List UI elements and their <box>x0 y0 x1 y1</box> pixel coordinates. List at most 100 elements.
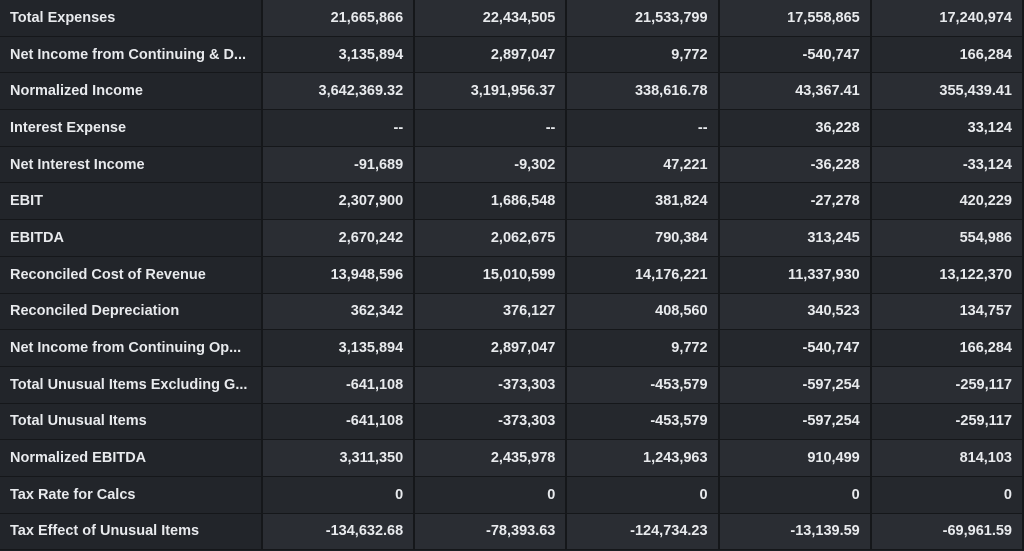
cell-value: -9,302 <box>414 146 568 184</box>
cell-value: 2,435,978 <box>414 439 568 477</box>
row-label: Interest Expense <box>0 109 263 147</box>
cell-value: 3,642,369.32 <box>262 72 416 111</box>
table-row: Tax Effect of Unusual Items -134,632.68 -7… <box>0 513 1024 551</box>
cell-value: 0 <box>566 476 720 514</box>
row-label: Normalized EBITDA <box>0 439 263 477</box>
cell-value: 3,311,350 <box>262 439 416 477</box>
table-row: Reconciled Depreciation 362,342 376,127 408… <box>0 293 1024 331</box>
cell-value: 134,757 <box>870 293 1024 331</box>
cell-value: -- <box>262 109 416 147</box>
row-label: EBIT <box>0 182 263 221</box>
cell-value: 11,337,930 <box>718 256 872 294</box>
row-label: Net Income from Continuing & D... <box>0 36 263 74</box>
row-label: Total Expenses <box>0 0 263 37</box>
row-label: Normalized Income <box>0 72 263 111</box>
cell-value: 2,307,900 <box>262 182 416 221</box>
table-row: Net Income from Continuing Op... 3,135,89… <box>0 329 1024 367</box>
cell-value: 3,135,894 <box>262 329 416 367</box>
row-label: Tax Rate for Calcs <box>0 476 263 514</box>
row-label: EBITDA <box>0 219 263 257</box>
cell-value: 420,229 <box>870 182 1024 221</box>
cell-value: -597,254 <box>718 366 872 404</box>
table-row: EBIT 2,307,900 1,686,548 381,824 -27,278 420,… <box>0 182 1024 221</box>
cell-value: -13,139.59 <box>718 513 872 551</box>
cell-value: 33,124 <box>870 109 1024 147</box>
cell-value: -453,579 <box>566 366 720 404</box>
cell-value: 910,499 <box>718 439 872 477</box>
cell-value: 362,342 <box>262 293 416 331</box>
cell-value: -453,579 <box>566 403 720 441</box>
table-row: Reconciled Cost of Revenue 13,948,596 15,0… <box>0 256 1024 294</box>
row-label: Tax Effect of Unusual Items <box>0 513 263 551</box>
table-row: Normalized Income 3,642,369.32 3,191,956.3… <box>0 72 1024 111</box>
cell-value: 814,103 <box>870 439 1024 477</box>
cell-value: -134,632.68 <box>262 513 416 551</box>
row-label: Total Unusual Items Excluding G... <box>0 366 263 404</box>
cell-value: -- <box>414 109 568 147</box>
cell-value: 408,560 <box>566 293 720 331</box>
cell-value: 340,523 <box>718 293 872 331</box>
cell-value: 554,986 <box>870 219 1024 257</box>
table-row: Total Unusual Items -641,108 -373,303 -453,… <box>0 403 1024 441</box>
cell-value: -78,393.63 <box>414 513 568 551</box>
cell-value: 2,670,242 <box>262 219 416 257</box>
table-row: EBITDA 2,670,242 2,062,675 790,384 313,245 55… <box>0 219 1024 257</box>
cell-value: 17,558,865 <box>718 0 872 37</box>
table-row: Net Interest Income -91,689 -9,302 47,221 -3… <box>0 146 1024 184</box>
table-row: Normalized EBITDA 3,311,350 2,435,978 1,243… <box>0 439 1024 477</box>
cell-value: -36,228 <box>718 146 872 184</box>
cell-value: -124,734.23 <box>566 513 720 551</box>
cell-value: 166,284 <box>870 36 1024 74</box>
cell-value: 2,897,047 <box>414 329 568 367</box>
cell-value: 17,240,974 <box>870 0 1024 37</box>
cell-value: 338,616.78 <box>566 72 720 111</box>
row-label: Reconciled Cost of Revenue <box>0 256 263 294</box>
cell-value: 15,010,599 <box>414 256 568 294</box>
cell-value: -259,117 <box>870 403 1024 441</box>
row-label: Net Interest Income <box>0 146 263 184</box>
cell-value: 36,228 <box>718 109 872 147</box>
cell-value: 2,897,047 <box>414 36 568 74</box>
cell-value: 43,367.41 <box>718 72 872 111</box>
cell-value: -259,117 <box>870 366 1024 404</box>
cell-value: 313,245 <box>718 219 872 257</box>
cell-value: -540,747 <box>718 36 872 74</box>
cell-value: 13,948,596 <box>262 256 416 294</box>
cell-value: -641,108 <box>262 403 416 441</box>
cell-value: 355,439.41 <box>870 72 1024 111</box>
row-label: Total Unusual Items <box>0 403 263 441</box>
cell-value: 376,127 <box>414 293 568 331</box>
cell-value: 0 <box>262 476 416 514</box>
table-row: Total Expenses 21,665,866 22,434,505 21,533… <box>0 0 1024 37</box>
cell-value: 2,062,675 <box>414 219 568 257</box>
cell-value: -91,689 <box>262 146 416 184</box>
cell-value: -373,303 <box>414 366 568 404</box>
cell-value: 381,824 <box>566 182 720 221</box>
cell-value: 13,122,370 <box>870 256 1024 294</box>
cell-value: 3,191,956.37 <box>414 72 568 111</box>
cell-value: 21,665,866 <box>262 0 416 37</box>
table-row: Total Unusual Items Excluding G... -641,1… <box>0 366 1024 404</box>
cell-value: -597,254 <box>718 403 872 441</box>
cell-value: -27,278 <box>718 182 872 221</box>
table-row: Tax Rate for Calcs 0 0 0 0 0 <box>0 476 1024 514</box>
row-label: Reconciled Depreciation <box>0 293 263 331</box>
cell-value: 0 <box>718 476 872 514</box>
cell-value: 9,772 <box>566 36 720 74</box>
table-row: Net Income from Continuing & D... 3,135,8… <box>0 36 1024 74</box>
cell-value: -33,124 <box>870 146 1024 184</box>
cell-value: 0 <box>414 476 568 514</box>
cell-value: 166,284 <box>870 329 1024 367</box>
cell-value: 790,384 <box>566 219 720 257</box>
cell-value: 22,434,505 <box>414 0 568 37</box>
cell-value: 1,686,548 <box>414 182 568 221</box>
cell-value: 3,135,894 <box>262 36 416 74</box>
table-row: Interest Expense -- -- -- 36,228 33,124 <box>0 109 1024 147</box>
cell-value: -69,961.59 <box>870 513 1024 551</box>
cell-value: -540,747 <box>718 329 872 367</box>
cell-value: 47,221 <box>566 146 720 184</box>
cell-value: -- <box>566 109 720 147</box>
cell-value: -641,108 <box>262 366 416 404</box>
